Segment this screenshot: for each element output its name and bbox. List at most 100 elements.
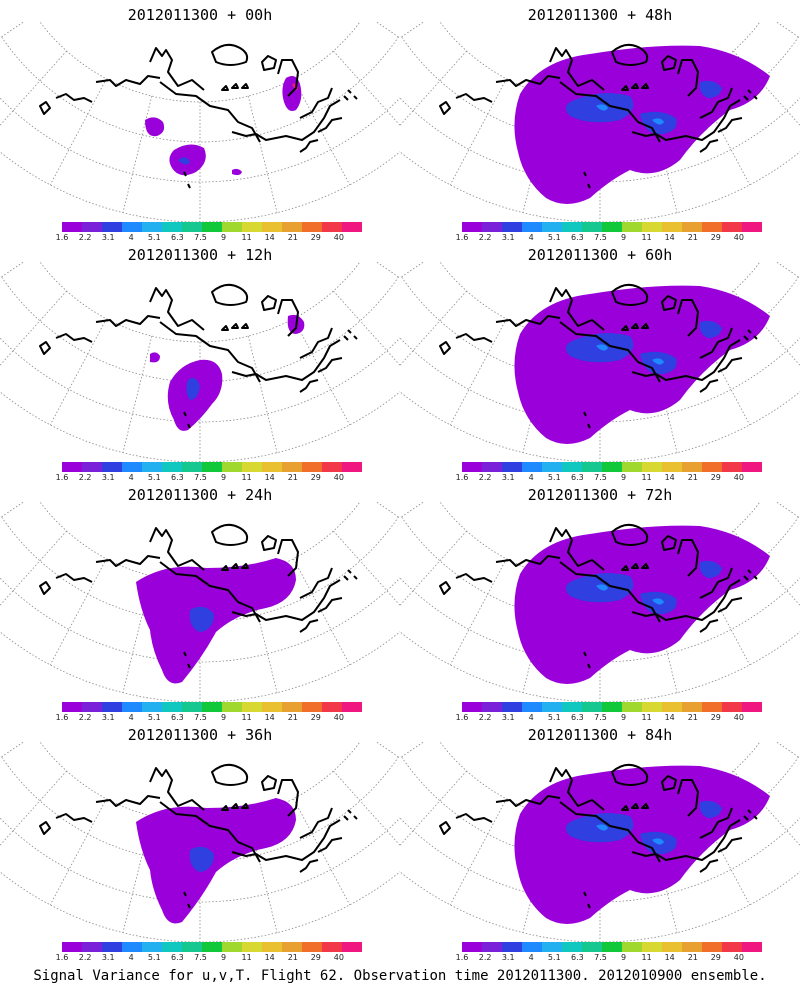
colorbar-swatch: [122, 942, 142, 952]
colorbar-swatch: [342, 462, 362, 472]
coastline: [717, 357, 743, 373]
coastline: [159, 801, 261, 863]
colorbar-swatch: [482, 462, 502, 472]
colorbar-swatch: [502, 462, 522, 472]
colorbar-tick-label: 4: [528, 473, 534, 482]
meridian-line: [333, 290, 400, 366]
forecast-panel: 2012011300 + 60h 1.6 2.2 3.1 4 5.1 6.3 7.5 9 11 14…: [400, 240, 800, 482]
colorbar-tick-label: 11: [241, 953, 252, 962]
colorbar-swatch: [242, 702, 262, 712]
variance-map: [0, 22, 400, 222]
coastline: [277, 779, 299, 817]
colorbar-tick-label: 40: [333, 713, 344, 722]
colorbar-swatch: [82, 462, 102, 472]
meridian-line: [375, 262, 400, 279]
variance-region: [232, 168, 242, 176]
coastline: [39, 101, 51, 115]
colorbar-tick-label: 9: [620, 233, 627, 242]
colorbar-tick-label: 5.1: [547, 473, 561, 482]
colorbar-swatch: [742, 702, 762, 712]
colorbar-swatch: [322, 462, 342, 472]
coastline: [559, 321, 661, 383]
coastline: [211, 283, 249, 306]
meridian-line: [733, 50, 800, 126]
coastline: [717, 597, 743, 613]
colorbar-swatch: [142, 702, 162, 712]
colorbar-swatch: [122, 222, 142, 232]
variance-region: [150, 352, 160, 363]
colorbar-swatch: [102, 462, 122, 472]
coastline: [621, 803, 649, 811]
coastline: [439, 341, 451, 355]
meridian-line: [733, 770, 800, 846]
colorbar-swatch: [202, 462, 222, 472]
colorbar-tick-label: 4: [128, 473, 134, 482]
colorbar-tick-label: 9: [220, 473, 227, 482]
coastline: [699, 87, 733, 119]
colorbar-swatch: [342, 222, 362, 232]
colorbar-swatch: [562, 462, 582, 472]
meridian-line: [49, 78, 107, 185]
coastline: [583, 891, 591, 909]
colorbar-ticks: 1.6 2.2 3.1 4 5.1 6.3 7.5 9 11 14 21 29 40: [56, 953, 362, 964]
forecast-panel: 2012011300 + 48h 1.6 2.2 3.1 4 5.1 6.3 7.5 9 11 14…: [400, 0, 800, 242]
coastline: [583, 411, 591, 429]
colorbar-swatch: [162, 222, 182, 232]
colorbar-swatch: [682, 462, 702, 472]
meridian-line: [0, 742, 25, 759]
colorbar-tick-label: 3.1: [101, 713, 115, 722]
coastline: [559, 801, 661, 863]
colorbar-swatch: [262, 942, 282, 952]
coastline: [549, 287, 605, 331]
panel-title: 2012011300 + 72h: [527, 486, 673, 504]
colorbar-tick-label: 5.1: [147, 953, 161, 962]
variance-region: [136, 798, 296, 924]
coastline: [631, 99, 741, 141]
colorbar-swatch: [142, 462, 162, 472]
coastline: [299, 859, 319, 873]
colorbar-swatch: [582, 222, 602, 232]
meridian-line: [49, 558, 107, 665]
colorbar-tick-label: 3.1: [101, 953, 115, 962]
coastline: [159, 81, 261, 143]
coastline: [277, 299, 299, 337]
colorbar-tick-label: 11: [641, 473, 652, 482]
colorbar-swatch: [202, 702, 222, 712]
colorbar-tick-label: 9: [620, 713, 627, 722]
panel-title: 2012011300 + 12h: [127, 246, 273, 264]
coastline: [149, 47, 205, 91]
colorbar-swatch: [162, 702, 182, 712]
coastline: [343, 89, 358, 101]
colorbar-tick-label: 14: [664, 713, 675, 722]
meridian-line: [400, 290, 467, 366]
colorbar-tick-label: 21: [287, 713, 298, 722]
coastline: [455, 813, 493, 823]
figure-caption: Signal Variance for u,v,T. Flight 62. Ob…: [33, 968, 767, 984]
latitude-circle: [400, 337, 800, 423]
variance-region: [136, 558, 296, 684]
latitude-circle: [400, 577, 800, 663]
coastline: [559, 81, 661, 143]
colorbar-swatch: [562, 222, 582, 232]
meridian-line: [122, 336, 153, 453]
meridian-line: [449, 78, 507, 185]
colorbar-swatch: [242, 462, 262, 472]
coastline: [611, 763, 649, 786]
meridian-line: [122, 96, 153, 213]
colorbar-tick-label: 1.6: [455, 713, 469, 722]
coastline: [661, 775, 677, 791]
colorbar-tick-label: 4: [128, 233, 134, 242]
colorbar-tick-label: 29: [310, 233, 321, 242]
variance-map: [400, 22, 800, 222]
coastline: [183, 891, 191, 909]
colorbar: [62, 942, 362, 952]
variance-region: [145, 117, 165, 137]
coastline: [211, 43, 249, 66]
colorbar-tick-label: 9: [220, 713, 227, 722]
meridian-line: [375, 22, 400, 39]
variance-core: [699, 560, 722, 578]
colorbar-swatch: [522, 462, 542, 472]
meridian-line: [49, 318, 107, 425]
coastline: [495, 315, 561, 327]
colorbar-tick-label: 40: [733, 473, 744, 482]
